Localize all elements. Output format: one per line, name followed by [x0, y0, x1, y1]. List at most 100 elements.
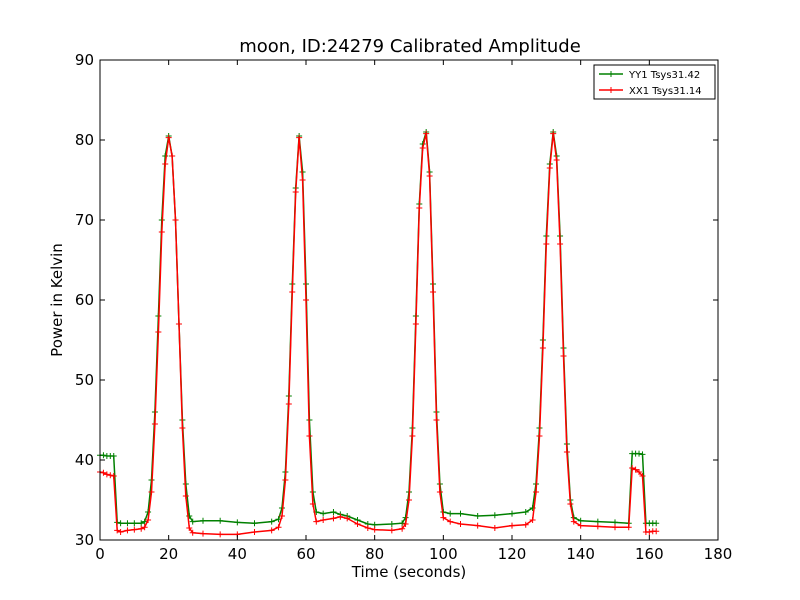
data-point-marker: [543, 241, 550, 247]
data-point-marker: [546, 165, 553, 171]
data-point-marker: [436, 489, 443, 495]
x-tick-label: 120: [498, 545, 527, 563]
data-point-marker: [303, 297, 309, 303]
data-point-marker: [162, 153, 169, 159]
y-tick-label: 90: [75, 51, 94, 69]
data-point-marker: [320, 517, 327, 523]
data-point-marker: [399, 525, 406, 532]
data-point-marker: [529, 517, 536, 523]
data-point-marker: [306, 433, 313, 439]
data-point-marker: [474, 522, 481, 529]
data-point-marker: [145, 517, 152, 523]
data-point-marker: [577, 522, 584, 529]
data-point-marker: [653, 520, 660, 527]
data-point-marker: [200, 517, 206, 524]
data-point-marker: [117, 529, 124, 535]
legend-marker: [608, 87, 614, 93]
data-point-marker: [285, 401, 292, 407]
data-point-marker: [289, 289, 296, 295]
data-point-marker: [330, 509, 337, 515]
data-point-marker: [625, 524, 632, 531]
x-tick-label: 140: [566, 545, 595, 563]
y-tick-label: 70: [75, 211, 94, 229]
data-point-marker: [430, 289, 437, 295]
data-point-marker: [182, 493, 189, 499]
x-tick-label: 100: [429, 545, 458, 563]
data-point-marker: [100, 452, 107, 459]
data-point-marker: [409, 433, 416, 439]
data-point-marker: [292, 189, 299, 195]
data-point-marker: [100, 469, 107, 476]
data-point-marker: [251, 520, 258, 527]
x-tick-label: 60: [296, 545, 315, 563]
data-point-marker: [344, 515, 351, 522]
data-point-marker: [474, 513, 481, 519]
data-point-marker: [629, 465, 636, 471]
data-point-marker: [457, 510, 464, 517]
data-point-marker: [522, 509, 529, 515]
data-point-marker: [155, 329, 162, 335]
data-point-marker: [103, 471, 110, 478]
y-tick-label: 60: [75, 291, 94, 309]
data-point-marker: [124, 527, 131, 534]
series-1: [97, 130, 660, 538]
x-tick-label: 160: [635, 545, 664, 563]
data-point-marker: [354, 521, 361, 527]
data-point-marker: [158, 229, 165, 235]
data-point-marker: [371, 526, 378, 533]
data-point-marker: [636, 450, 643, 457]
data-point-marker: [364, 525, 371, 531]
data-point-marker: [131, 520, 138, 527]
y-tick-label: 80: [75, 131, 94, 149]
data-point-marker: [533, 489, 540, 495]
data-point-marker: [313, 518, 320, 525]
data-point-marker: [457, 521, 464, 527]
data-point-marker: [320, 510, 327, 517]
x-tick-label: 40: [228, 545, 247, 563]
data-point-marker: [138, 520, 145, 527]
data-point-marker: [282, 477, 289, 483]
data-point-marker: [217, 517, 224, 524]
data-point-marker: [268, 527, 275, 534]
data-point-marker: [114, 527, 121, 534]
data-point-marker: [165, 134, 172, 141]
data-point-marker: [632, 466, 639, 473]
data-point-marker: [234, 519, 241, 526]
data-point-marker: [388, 527, 395, 534]
series-line: [99, 133, 657, 536]
data-point-marker: [426, 173, 433, 179]
plot-area: [97, 129, 660, 538]
data-point-marker: [110, 473, 117, 479]
y-tick-label: 40: [75, 451, 94, 469]
y-axis-label: Power in Kelvin: [48, 243, 66, 357]
data-point-marker: [330, 515, 337, 522]
y-tick-label: 30: [75, 531, 94, 549]
data-point-marker: [268, 518, 275, 525]
data-point-marker: [563, 449, 570, 455]
legend-label: XX1 Tsys31.14: [629, 86, 702, 97]
data-point-marker: [522, 521, 529, 528]
x-tick-label: 20: [159, 545, 178, 563]
chart-title: moon, ID:24279 Calibrated Amplitude: [239, 36, 581, 57]
data-point-marker: [570, 518, 577, 525]
data-point-marker: [557, 241, 564, 247]
data-point-marker: [217, 531, 224, 538]
data-point-marker: [138, 525, 145, 532]
data-point-marker: [594, 523, 601, 530]
data-point-marker: [117, 520, 124, 527]
data-point-marker: [639, 451, 646, 458]
data-point-marker: [636, 469, 643, 475]
data-point-marker: [567, 501, 574, 507]
data-point-marker: [172, 217, 179, 223]
data-point-marker: [416, 205, 423, 211]
data-point-marker: [131, 526, 138, 533]
x-axis-label: Time (seconds): [351, 563, 467, 581]
data-point-marker: [145, 509, 152, 515]
data-point-marker: [412, 321, 419, 327]
y-tick-label: 50: [75, 371, 94, 389]
data-point-marker: [491, 512, 498, 519]
data-point-marker: [296, 134, 303, 141]
data-point-marker: [388, 521, 395, 527]
axes-frame: [99, 59, 719, 541]
